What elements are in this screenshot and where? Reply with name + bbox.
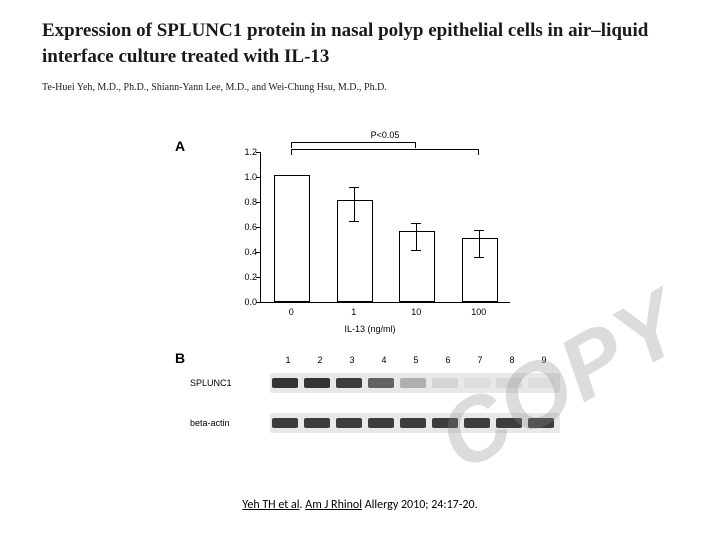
- y-tick-label: 0.8: [235, 197, 257, 207]
- y-tick-label: 1.2: [235, 147, 257, 157]
- blot-band: [528, 418, 554, 428]
- lane-number: 3: [336, 355, 368, 365]
- blot-band: [272, 418, 298, 428]
- x-axis-title: IL-13 (ng/ml): [220, 324, 520, 334]
- y-tick-label: 0.0: [235, 297, 257, 307]
- bar: [337, 200, 373, 302]
- blot-row-label: beta-actin: [190, 418, 230, 428]
- blot-band: [400, 378, 426, 388]
- error-cap: [411, 223, 421, 224]
- y-tick-mark: [256, 277, 260, 278]
- lane-number: 8: [496, 355, 528, 365]
- error-cap: [411, 250, 421, 251]
- lane-number: 4: [368, 355, 400, 365]
- blot-strip: [270, 413, 560, 433]
- panel-a-label: A: [175, 138, 185, 154]
- blot-row-label: SPLUNC1: [190, 378, 232, 388]
- blot-band: [336, 418, 362, 428]
- lane-number: 1: [272, 355, 304, 365]
- panel-b-label: B: [175, 350, 185, 366]
- error-cap: [349, 187, 359, 188]
- error-cap: [474, 257, 484, 258]
- x-axis: [260, 302, 510, 303]
- y-tick-label: 1.0: [235, 172, 257, 182]
- bar: [462, 238, 498, 303]
- x-tick-label: 0: [274, 307, 308, 317]
- y-tick-mark: [256, 252, 260, 253]
- x-tick-label: 100: [462, 307, 496, 317]
- paper-title: Expression of SPLUNC1 protein in nasal p…: [42, 18, 672, 69]
- significance-bracket: [291, 149, 479, 150]
- author-list: Te-Huei Yeh, M.D., Ph.D., Shiann-Yann Le…: [42, 82, 387, 93]
- y-tick-mark: [256, 227, 260, 228]
- bar: [274, 175, 310, 302]
- blot-band: [336, 378, 362, 388]
- citation-journal: Am J Rhinol: [305, 498, 362, 512]
- blot-band: [272, 378, 298, 388]
- significance-label: P<0.05: [371, 130, 400, 140]
- y-tick-label: 0.2: [235, 272, 257, 282]
- blot-band: [464, 418, 490, 428]
- x-tick-label: 1: [337, 307, 371, 317]
- lane-number: 7: [464, 355, 496, 365]
- error-bar: [416, 223, 417, 249]
- bar-chart: 0.00.20.40.60.81.01.2 0110100 IL-13 (ng/…: [220, 142, 520, 322]
- blot-band: [464, 378, 490, 388]
- error-bar: [479, 230, 480, 258]
- significance-bracket: [291, 142, 416, 143]
- blot-band: [304, 378, 330, 388]
- blot-band: [496, 378, 522, 388]
- y-tick-mark: [256, 152, 260, 153]
- error-cap: [349, 221, 359, 222]
- blot-band: [304, 418, 330, 428]
- blot-band: [368, 378, 394, 388]
- blot-band: [400, 418, 426, 428]
- error-cap: [474, 230, 484, 231]
- lane-number: 9: [528, 355, 560, 365]
- y-tick-label: 0.6: [235, 222, 257, 232]
- figure: A 0.0 0.2 0.4 0.6 0.8 1.0 1.2 0 1 10 100 IL-13 (n…: [150, 130, 570, 470]
- lane-number: 5: [400, 355, 432, 365]
- blot-band: [432, 418, 458, 428]
- citation-rest: Allergy 2010; 24:17-20.: [362, 498, 478, 512]
- blot-band: [432, 378, 458, 388]
- western-blot: 123456789 SPLUNC1 beta-actin: [190, 355, 560, 455]
- y-axis: [260, 152, 261, 302]
- blot-band: [368, 418, 394, 428]
- x-tick-label: 10: [399, 307, 433, 317]
- y-tick-mark: [256, 177, 260, 178]
- lane-number: 6: [432, 355, 464, 365]
- error-bar: [354, 187, 355, 221]
- citation-author: Yeh TH et al: [242, 498, 299, 512]
- citation: Yeh TH et al. Am J Rhinol Allergy 2010; …: [0, 498, 720, 512]
- bar: [399, 231, 435, 302]
- blot-band: [496, 418, 522, 428]
- lane-number: 2: [304, 355, 336, 365]
- blot-strip: [270, 373, 560, 393]
- y-tick-mark: [256, 202, 260, 203]
- y-tick-label: 0.4: [235, 247, 257, 257]
- y-tick-mark: [256, 302, 260, 303]
- blot-band: [528, 378, 554, 388]
